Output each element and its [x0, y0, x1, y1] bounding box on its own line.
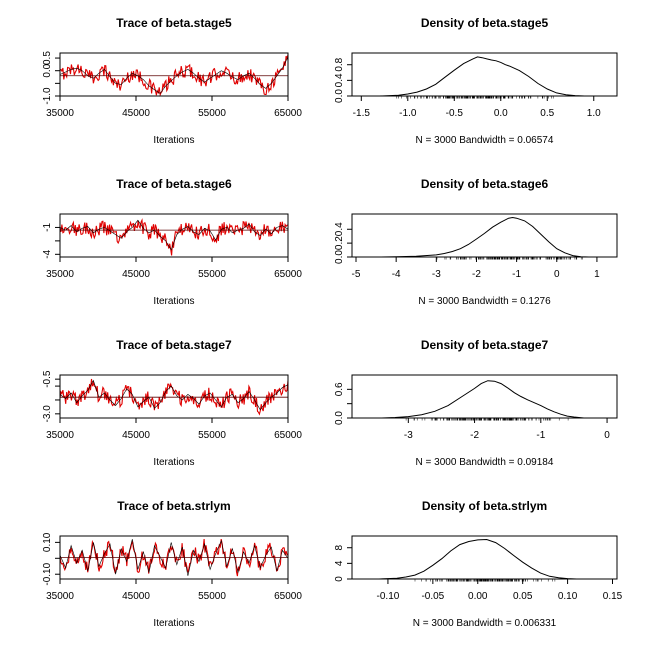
- y-tick-label: 4: [334, 560, 345, 566]
- x-tick-label: 35000: [46, 591, 74, 602]
- trace-series-red: [59, 218, 289, 256]
- y-tick-label: 8: [334, 545, 345, 551]
- x-tick-label: 65000: [274, 591, 302, 602]
- panel-title: Trace of beta.stage5: [116, 16, 232, 30]
- x-tick-label: 35000: [46, 430, 74, 441]
- y-tick-label: -4: [42, 249, 53, 258]
- density-curve: [378, 538, 577, 580]
- panel-title: Trace of beta.stage6: [116, 177, 232, 191]
- y-tick-label: 0.0: [334, 250, 345, 264]
- panel-title: Density of beta.strlym: [422, 499, 547, 513]
- x-tick-label: -0.10: [377, 591, 400, 602]
- x-tick-label: 45000: [122, 430, 150, 441]
- panel-title: Trace of beta.strlym: [117, 499, 230, 513]
- x-tick-label: 55000: [198, 108, 226, 119]
- x-tick-label: -1.5: [353, 108, 371, 119]
- y-tick-label: -0.10: [42, 562, 53, 585]
- x-tick-label: 1: [594, 269, 600, 280]
- y-tick-label: 0.0: [42, 63, 53, 77]
- y-tick-label: -3.0: [42, 405, 53, 423]
- x-tick-label: 0: [604, 430, 610, 441]
- y-tick-label: 0: [334, 576, 345, 582]
- y-tick-label: 0.0: [334, 411, 345, 425]
- x-tick-label: 0.10: [558, 591, 578, 602]
- x-tick-label: 55000: [198, 430, 226, 441]
- x-tick-label: 0.15: [603, 591, 623, 602]
- panel-title: Density of beta.stage6: [421, 177, 549, 191]
- x-tick-label: 45000: [122, 108, 150, 119]
- y-tick-label: 0.6: [334, 382, 345, 396]
- x-axis-label: N = 3000 Bandwidth = 0.09184: [416, 457, 554, 468]
- y-tick-label: 0.4: [334, 222, 345, 236]
- x-tick-label: 0: [554, 269, 560, 280]
- x-tick-label: 65000: [274, 269, 302, 280]
- x-tick-label: -0.5: [446, 108, 464, 119]
- trace-series-red: [59, 378, 289, 416]
- x-tick-label: 1.0: [587, 108, 601, 119]
- x-tick-label: -1: [536, 430, 545, 441]
- x-tick-label: 0.05: [513, 591, 533, 602]
- x-tick-label: -2: [470, 430, 479, 441]
- x-axis-label: Iterations: [153, 135, 194, 146]
- plot-frame: [351, 52, 618, 97]
- x-tick-label: 55000: [198, 591, 226, 602]
- y-tick-label: -1.0: [42, 87, 53, 105]
- density-curve: [379, 56, 585, 97]
- density-curve: [380, 216, 589, 258]
- y-tick-label: 0.5: [42, 51, 53, 65]
- y-tick-label: -0.5: [42, 370, 53, 388]
- x-tick-label: 35000: [46, 269, 74, 280]
- density-rug: [396, 96, 554, 99]
- trace-series-black: [59, 56, 289, 94]
- x-axis-label: N = 3000 Bandwidth = 0.06574: [416, 135, 554, 146]
- density-rug: [405, 418, 569, 421]
- x-axis-label: Iterations: [153, 457, 194, 468]
- x-tick-label: 0.00: [468, 591, 488, 602]
- trace-series-black: [59, 539, 289, 576]
- plot-frame: [351, 374, 618, 419]
- x-tick-label: -2: [472, 269, 481, 280]
- density-curve: [381, 380, 584, 419]
- x-tick-label: 65000: [274, 108, 302, 119]
- x-tick-label: -0.05: [421, 591, 444, 602]
- y-tick-label: 0.4: [334, 73, 345, 87]
- y-tick-label: 0.0: [334, 89, 345, 103]
- plot-frame: [59, 213, 289, 258]
- x-tick-label: 55000: [198, 269, 226, 280]
- x-tick-label: 45000: [122, 269, 150, 280]
- x-tick-label: -4: [392, 269, 401, 280]
- x-axis-label: N = 3000 Bandwidth = 0.1276: [418, 296, 551, 307]
- y-tick-label: 0.2: [334, 236, 345, 250]
- x-tick-label: 45000: [122, 591, 150, 602]
- trace-series-red: [59, 538, 289, 577]
- x-tick-label: -3: [432, 269, 441, 280]
- plot-frame: [59, 374, 289, 419]
- plot-frame: [59, 535, 289, 580]
- x-tick-label: 65000: [274, 430, 302, 441]
- x-axis-label: Iterations: [153, 618, 194, 629]
- x-tick-label: -5: [352, 269, 361, 280]
- y-tick-label: 0.10: [42, 532, 53, 552]
- x-tick-label: -3: [404, 430, 413, 441]
- density-rug: [414, 579, 556, 582]
- x-tick-label: -1: [512, 269, 521, 280]
- trace-series-red: [59, 54, 289, 97]
- plot-frame: [351, 213, 618, 258]
- y-tick-label: 0.8: [334, 57, 345, 71]
- plot-frame: [351, 535, 618, 580]
- plot-frame: [59, 52, 289, 97]
- x-tick-label: 35000: [46, 108, 74, 119]
- x-tick-label: 0.5: [540, 108, 554, 119]
- x-tick-label: -1.0: [399, 108, 417, 119]
- x-axis-label: Iterations: [153, 296, 194, 307]
- y-tick-label: -1: [42, 223, 53, 232]
- panel-title: Density of beta.stage5: [421, 16, 549, 30]
- density-rug: [436, 257, 583, 260]
- x-tick-label: 0.0: [494, 108, 508, 119]
- x-axis-label: N = 3000 Bandwidth = 0.006331: [413, 618, 557, 629]
- trace-series-black: [59, 379, 289, 411]
- panel-title: Density of beta.stage7: [421, 338, 549, 352]
- panel-title: Trace of beta.stage7: [116, 338, 232, 352]
